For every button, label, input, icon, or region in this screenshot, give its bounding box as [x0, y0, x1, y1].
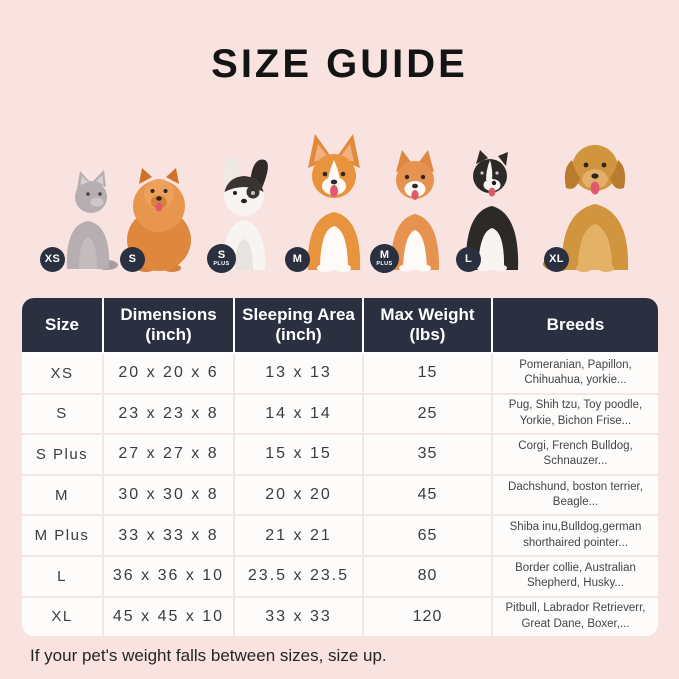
header-cell: Max Weight (lbs)	[364, 298, 491, 352]
cell-max-weight: 80	[364, 556, 491, 596]
cell-size: XS	[22, 354, 102, 393]
shiba-inu-icon	[378, 144, 452, 272]
cell-breeds: Dachshund, boston terrier, Beagle...	[493, 475, 658, 515]
cell-max-weight: 15	[364, 354, 491, 393]
cell-max-weight: 65	[364, 516, 491, 555]
page-title: SIZE GUIDE	[211, 42, 468, 86]
cell-size: L	[22, 556, 102, 596]
size-badge-label: XS	[44, 253, 61, 265]
header-cell: Dimensions (inch)	[104, 298, 233, 352]
cell-size: S	[22, 394, 102, 434]
size-badge-sublabel: PLUS	[213, 260, 230, 267]
size-badge-xs: XS	[40, 247, 65, 272]
size-badge-label: S	[128, 253, 137, 265]
header-cell: Breeds	[493, 298, 658, 352]
cell-dimensions: 27 x 27 x 8	[104, 435, 233, 474]
pets-row: XS S S PLUS M M PLUS L XL	[0, 118, 679, 280]
size-badge-xl: XL	[544, 247, 569, 272]
cell-max-weight: 120	[364, 597, 491, 637]
size-badge-m: M	[285, 247, 310, 272]
cell-breeds: Border collie, Australian Shepherd, Husk…	[493, 556, 658, 596]
cell-sleeping-area: 33 x 33	[235, 597, 362, 637]
cell-breeds: Pitbull, Labrador Retrieverr, Great Dane…	[493, 597, 658, 637]
cell-sleeping-area: 14 x 14	[235, 394, 362, 434]
size-badge-label: L	[464, 253, 473, 265]
cell-size: M Plus	[22, 516, 102, 555]
cell-breeds: Pug, Shih tzu, Toy poodle, Yorkie, Bicho…	[493, 394, 658, 434]
cell-max-weight: 45	[364, 475, 491, 515]
size-badge-label: M	[379, 248, 390, 261]
cell-breeds: Corgi, French Bulldog, Schnauzer...	[493, 435, 658, 474]
header-cell: Size	[22, 298, 102, 352]
cell-dimensions: 45 x 45 x 10	[104, 597, 233, 637]
cell-dimensions: 33 x 33 x 8	[104, 516, 233, 555]
cell-sleeping-area: 23.5 x 23.5	[235, 556, 362, 596]
cell-size: S Plus	[22, 435, 102, 474]
cell-sleeping-area: 21 x 21	[235, 516, 362, 555]
cell-dimensions: 23 x 23 x 8	[104, 394, 233, 434]
cell-max-weight: 35	[364, 435, 491, 474]
size-badge-s: S	[120, 247, 145, 272]
cell-max-weight: 25	[364, 394, 491, 434]
size-badge-label: XL	[549, 253, 564, 265]
size-badge-label: S	[217, 248, 226, 261]
size-badge-l: L	[456, 247, 481, 272]
size-badge-label: M	[292, 253, 303, 265]
cell-sleeping-area: 15 x 15	[235, 435, 362, 474]
size-table-header: Size Dimensions (inch) Sleeping Area (inch) M…	[22, 298, 658, 352]
cell-size: M	[22, 475, 102, 515]
size-table-body: XS 20 x 20 x 6 13 x 13 15 Pomeranian, Papill…	[22, 352, 658, 637]
cell-dimensions: 30 x 30 x 8	[104, 475, 233, 515]
cell-dimensions: 20 x 20 x 6	[104, 354, 233, 393]
footnote: If your pet's weight falls between sizes…	[30, 646, 387, 665]
cell-breeds: Pomeranian, Papillon, Chihuahua, yorkie.…	[493, 354, 658, 393]
cat-icon	[55, 167, 120, 272]
size-table: Size Dimensions (inch) Sleeping Area (inch) M…	[22, 298, 658, 637]
cell-dimensions: 36 x 36 x 10	[104, 556, 233, 596]
cell-sleeping-area: 13 x 13	[235, 354, 362, 393]
size-badge-sublabel: PLUS	[376, 260, 393, 267]
golden-retriever-icon	[542, 132, 648, 272]
cell-sleeping-area: 20 x 20	[235, 475, 362, 515]
corgi-icon	[292, 132, 376, 272]
cell-size: XL	[22, 597, 102, 637]
header-cell: Sleeping Area (inch)	[235, 298, 362, 352]
size-badge-m-plus: M PLUS	[370, 244, 399, 273]
size-badge-s-plus: S PLUS	[207, 244, 236, 273]
cell-breeds: Shiba inu,Bulldog,german shorthaired poi…	[493, 516, 658, 555]
